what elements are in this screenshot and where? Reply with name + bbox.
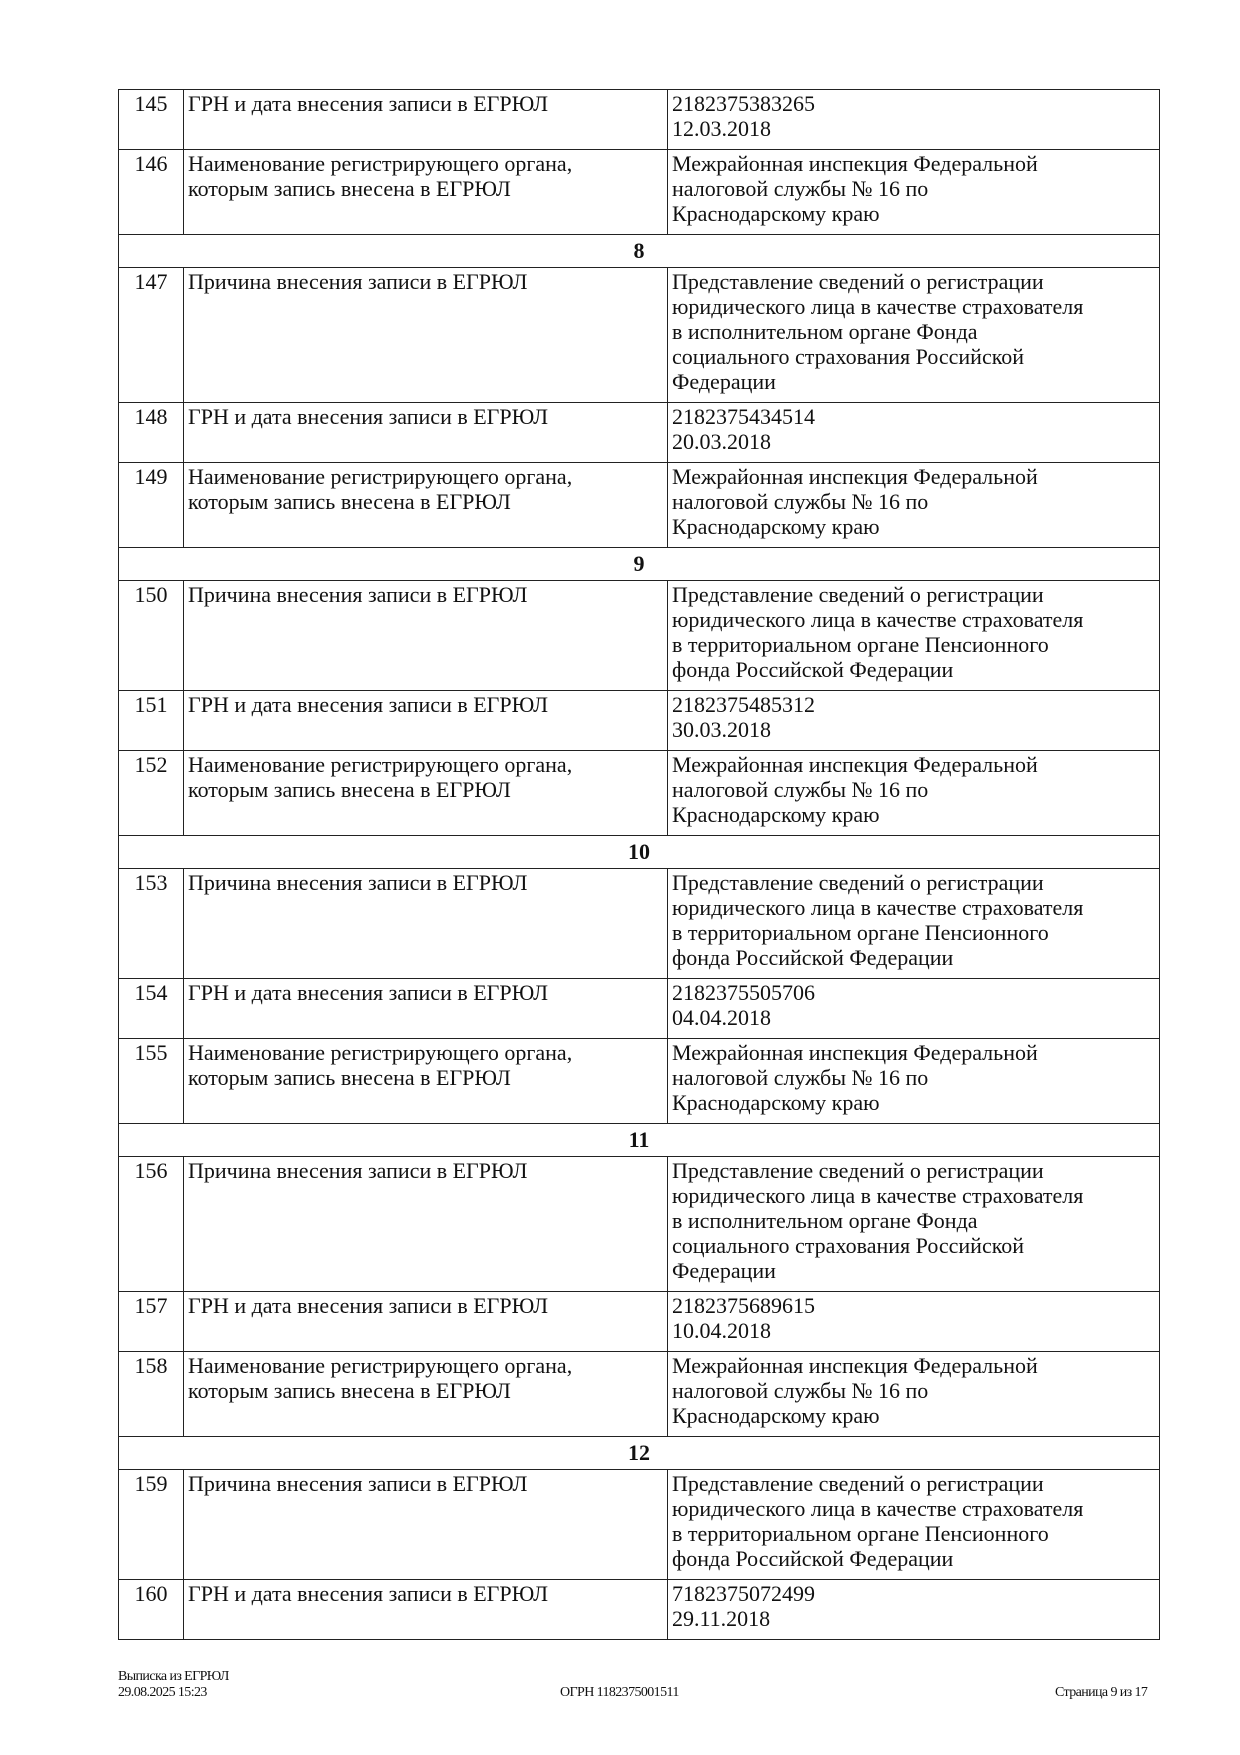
table-row: 159 Причина внесения записи в ЕГРЮЛ Предст… bbox=[118, 1469, 1160, 1580]
row-number: 160 bbox=[118, 1579, 184, 1640]
row-value: 2182375434514 20.03.2018 bbox=[667, 402, 1160, 463]
row-value: Представление сведений о регистрации юри… bbox=[667, 580, 1160, 691]
table-row: 160 ГРН и дата внесения записи в ЕГРЮЛ 718… bbox=[118, 1579, 1160, 1640]
row-number: 150 bbox=[118, 580, 184, 691]
section-number: 10 bbox=[118, 835, 1160, 869]
row-label: Наименование регистрирующего органа, кот… bbox=[183, 149, 668, 235]
table-row: 157 ГРН и дата внесения записи в ЕГРЮЛ 218… bbox=[118, 1291, 1160, 1352]
row-number: 157 bbox=[118, 1291, 184, 1352]
footer-page-number: Страница 9 из 17 bbox=[1055, 1685, 1148, 1700]
table-row: 150 Причина внесения записи в ЕГРЮЛ Предст… bbox=[118, 580, 1160, 691]
row-value: Представление сведений о регистрации юри… bbox=[667, 1156, 1160, 1292]
section-header-row: 8 bbox=[118, 234, 1160, 268]
row-value: 7182375072499 29.11.2018 bbox=[667, 1579, 1160, 1640]
row-label: Причина внесения записи в ЕГРЮЛ bbox=[183, 267, 668, 403]
section-header-row: 11 bbox=[118, 1123, 1160, 1157]
row-number: 155 bbox=[118, 1038, 184, 1124]
section-number: 12 bbox=[118, 1436, 1160, 1470]
row-value: Межрайонная инспекция Федеральной налого… bbox=[667, 149, 1160, 235]
section-header-row: 10 bbox=[118, 835, 1160, 869]
row-label: Причина внесения записи в ЕГРЮЛ bbox=[183, 1469, 668, 1580]
table-row: 155 Наименование регистрирующего органа, … bbox=[118, 1038, 1160, 1124]
row-label: Наименование регистрирующего органа, кот… bbox=[183, 1038, 668, 1124]
row-value: Представление сведений о регистрации юри… bbox=[667, 868, 1160, 979]
row-label: Наименование регистрирующего органа, кот… bbox=[183, 1351, 668, 1437]
table-row: 156 Причина внесения записи в ЕГРЮЛ Предст… bbox=[118, 1156, 1160, 1292]
row-number: 149 bbox=[118, 462, 184, 548]
row-value: 2182375689615 10.04.2018 bbox=[667, 1291, 1160, 1352]
row-number: 148 bbox=[118, 402, 184, 463]
row-label: ГРН и дата внесения записи в ЕГРЮЛ bbox=[183, 690, 668, 751]
row-label: Причина внесения записи в ЕГРЮЛ bbox=[183, 580, 668, 691]
row-value: 2182375505706 04.04.2018 bbox=[667, 978, 1160, 1039]
table-row: 146 Наименование регистрирующего органа, … bbox=[118, 149, 1160, 235]
footer-left: Выписка из ЕГРЮЛ 29.08.2025 15:23 bbox=[118, 1669, 229, 1701]
section-number: 8 bbox=[118, 234, 1160, 268]
row-label: ГРН и дата внесения записи в ЕГРЮЛ bbox=[183, 978, 668, 1039]
table-row: 145 ГРН и дата внесения записи в ЕГРЮЛ 218… bbox=[118, 89, 1160, 150]
row-number: 145 bbox=[118, 89, 184, 150]
section-header-row: 9 bbox=[118, 547, 1160, 581]
row-label: ГРН и дата внесения записи в ЕГРЮЛ bbox=[183, 402, 668, 463]
row-number: 146 bbox=[118, 149, 184, 235]
row-value: 2182375383265 12.03.2018 bbox=[667, 89, 1160, 150]
row-number: 159 bbox=[118, 1469, 184, 1580]
row-label: Наименование регистрирующего органа, кот… bbox=[183, 462, 668, 548]
table-row: 147 Причина внесения записи в ЕГРЮЛ Предст… bbox=[118, 267, 1160, 403]
row-value: Межрайонная инспекция Федеральной налого… bbox=[667, 1351, 1160, 1437]
row-number: 147 bbox=[118, 267, 184, 403]
row-label: ГРН и дата внесения записи в ЕГРЮЛ bbox=[183, 89, 668, 150]
row-number: 156 bbox=[118, 1156, 184, 1292]
row-label: Наименование регистрирующего органа, кот… bbox=[183, 750, 668, 836]
footer-ogrn: ОГРН 1182375001511 bbox=[560, 1685, 679, 1700]
row-number: 153 bbox=[118, 868, 184, 979]
row-value: Представление сведений о регистрации юри… bbox=[667, 267, 1160, 403]
row-label: ГРН и дата внесения записи в ЕГРЮЛ bbox=[183, 1291, 668, 1352]
section-number: 9 bbox=[118, 547, 1160, 581]
row-label: Причина внесения записи в ЕГРЮЛ bbox=[183, 868, 668, 979]
section-number: 11 bbox=[118, 1123, 1160, 1157]
table-row: 158 Наименование регистрирующего органа, … bbox=[118, 1351, 1160, 1437]
table-row: 148 ГРН и дата внесения записи в ЕГРЮЛ 218… bbox=[118, 402, 1160, 463]
footer-doc-title: Выписка из ЕГРЮЛ bbox=[118, 1669, 229, 1684]
table-row: 153 Причина внесения записи в ЕГРЮЛ Предст… bbox=[118, 868, 1160, 979]
row-value: Межрайонная инспекция Федеральной налого… bbox=[667, 750, 1160, 836]
table-row: 154 ГРН и дата внесения записи в ЕГРЮЛ 218… bbox=[118, 978, 1160, 1039]
row-number: 151 bbox=[118, 690, 184, 751]
egrul-records-table: 145 ГРН и дата внесения записи в ЕГРЮЛ 218… bbox=[118, 89, 1160, 1640]
row-number: 158 bbox=[118, 1351, 184, 1437]
row-value: 2182375485312 30.03.2018 bbox=[667, 690, 1160, 751]
row-number: 152 bbox=[118, 750, 184, 836]
table-row: 152 Наименование регистрирующего органа, … bbox=[118, 750, 1160, 836]
footer-datetime: 29.08.2025 15:23 bbox=[118, 1685, 207, 1700]
row-value: Межрайонная инспекция Федеральной налого… bbox=[667, 1038, 1160, 1124]
row-label: Причина внесения записи в ЕГРЮЛ bbox=[183, 1156, 668, 1292]
table-row: 151 ГРН и дата внесения записи в ЕГРЮЛ 218… bbox=[118, 690, 1160, 751]
row-value: Представление сведений о регистрации юри… bbox=[667, 1469, 1160, 1580]
section-header-row: 12 bbox=[118, 1436, 1160, 1470]
row-value: Межрайонная инспекция Федеральной налого… bbox=[667, 462, 1160, 548]
table-row: 149 Наименование регистрирующего органа, … bbox=[118, 462, 1160, 548]
row-label: ГРН и дата внесения записи в ЕГРЮЛ bbox=[183, 1579, 668, 1640]
row-number: 154 bbox=[118, 978, 184, 1039]
